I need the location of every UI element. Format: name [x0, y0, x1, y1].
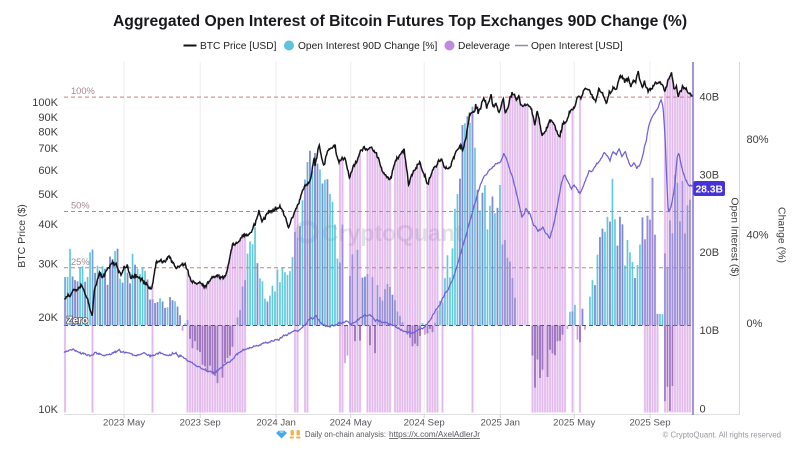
svg-text:2023 Sep: 2023 Sep	[180, 418, 221, 429]
svg-text:0: 0	[700, 403, 706, 415]
svg-text:80K: 80K	[38, 127, 58, 139]
svg-text:2025 May: 2025 May	[553, 418, 595, 429]
svg-text:Open Interest ($): Open Interest ($)	[729, 197, 741, 276]
svg-text:70K: 70K	[38, 143, 58, 155]
svg-text:Zero: Zero	[67, 316, 89, 327]
svg-text:60K: 60K	[38, 165, 58, 177]
svg-text:2025 Jan: 2025 Jan	[481, 418, 520, 429]
svg-text:Daily on-chain analysis:: Daily on-chain analysis:	[305, 430, 386, 439]
svg-text:2024 Jan: 2024 Jan	[256, 418, 295, 429]
svg-text:40B: 40B	[700, 92, 720, 104]
svg-text:Change (%): Change (%)	[776, 207, 788, 263]
svg-text:Open Interest 90D Change [%]: Open Interest 90D Change [%]	[298, 41, 437, 52]
svg-text:90K: 90K	[38, 112, 58, 124]
svg-text:0%: 0%	[747, 318, 763, 330]
svg-text:80%: 80%	[747, 134, 769, 146]
svg-text:© CryptoQuant. All rights rese: © CryptoQuant. All rights reserved	[663, 431, 781, 440]
svg-text:2025 Sep: 2025 Sep	[629, 418, 670, 429]
svg-text:CryptoQuant: CryptoQuant	[322, 220, 463, 246]
svg-text:Deleverage: Deleverage	[458, 41, 510, 52]
svg-text:30K: 30K	[38, 258, 58, 270]
svg-text:https://x.com/AxelAdlerJr: https://x.com/AxelAdlerJr	[389, 430, 480, 439]
svg-text:50%: 50%	[71, 201, 90, 211]
svg-text:40%: 40%	[747, 230, 769, 242]
svg-text:10B: 10B	[700, 325, 720, 337]
svg-text:2023 May: 2023 May	[103, 418, 145, 429]
svg-text:40K: 40K	[38, 219, 58, 231]
svg-text:100%: 100%	[71, 86, 95, 96]
svg-text:2024 Sep: 2024 Sep	[404, 418, 445, 429]
svg-text:25%: 25%	[71, 257, 90, 267]
svg-text:Open Interest [USD]: Open Interest [USD]	[531, 41, 623, 52]
svg-text:BTC Price [USD]: BTC Price [USD]	[200, 41, 277, 52]
svg-text:BTC Price ($): BTC Price ($)	[16, 204, 28, 268]
svg-text:2024 May: 2024 May	[330, 418, 372, 429]
svg-text:50K: 50K	[38, 189, 58, 201]
svg-text:Aggregated Open Interest of Bi: Aggregated Open Interest of Bitcoin Futu…	[113, 13, 687, 30]
svg-text:28.3B: 28.3B	[695, 184, 722, 195]
svg-text:20K: 20K	[38, 312, 58, 324]
svg-text:30B: 30B	[700, 170, 720, 182]
svg-text:20B: 20B	[700, 247, 720, 259]
svg-text:10K: 10K	[38, 404, 58, 416]
svg-text:100K: 100K	[32, 97, 58, 109]
